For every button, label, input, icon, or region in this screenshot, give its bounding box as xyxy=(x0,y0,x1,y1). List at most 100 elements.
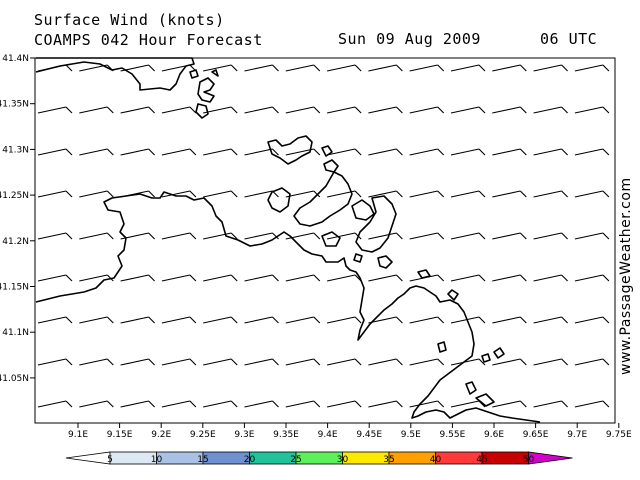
model-forecast-label: COAMPS 042 Hour Forecast xyxy=(34,31,263,49)
wind-barb xyxy=(120,190,155,198)
wind-barb xyxy=(37,274,73,282)
wind-barb xyxy=(409,148,445,156)
wind-barb xyxy=(533,400,568,408)
wind-barb xyxy=(326,316,362,324)
wind-barb xyxy=(409,106,445,114)
wind-barb xyxy=(203,64,238,72)
wind-barb xyxy=(409,316,445,324)
wind-barb xyxy=(285,64,321,72)
wind-barb xyxy=(37,190,73,198)
wind-barbs xyxy=(37,64,610,408)
coastline xyxy=(35,57,541,423)
wind-barb xyxy=(203,106,238,114)
lat-tick-label: 41.15N xyxy=(0,283,29,293)
wind-barb xyxy=(450,274,486,282)
scale-label: 35 xyxy=(383,455,394,465)
wind-barb xyxy=(285,106,321,114)
wind-barb xyxy=(244,358,279,366)
wind-barb xyxy=(409,190,445,198)
scale-swatch xyxy=(435,451,483,465)
wind-barb xyxy=(533,148,568,156)
wind-barb xyxy=(533,64,568,72)
wind-barb xyxy=(574,358,610,366)
wind-barb xyxy=(203,358,238,366)
lon-tick-label: 9.75E xyxy=(606,430,632,440)
wind-barb xyxy=(79,148,114,156)
lat-tick-label: 41.1N xyxy=(2,328,29,338)
wind-barb xyxy=(244,190,279,198)
wind-barb xyxy=(574,316,610,324)
wind-barb xyxy=(326,274,362,282)
scale-max-arrow xyxy=(528,451,573,465)
wind-barb xyxy=(285,358,321,366)
wind-barb xyxy=(120,400,155,408)
longitude-axis: 9.1E 9.15E 9.2E 9.25E 9.3E 9.35E 9.4E 9.45E 9.5E… xyxy=(68,423,632,440)
wind-barb xyxy=(574,274,610,282)
wind-barb xyxy=(79,106,114,114)
wind-barb xyxy=(533,358,568,366)
wind-barb xyxy=(492,106,527,114)
scale-label: 25 xyxy=(290,455,301,465)
lat-tick-label: 41.25N xyxy=(0,191,29,201)
wind-barb xyxy=(37,106,73,114)
wind-barb xyxy=(244,106,279,114)
wind-barb xyxy=(326,148,362,156)
scale-label: 15 xyxy=(197,455,208,465)
scale-label: 5 xyxy=(107,455,113,465)
wind-barb xyxy=(368,358,403,366)
wind-barb xyxy=(492,358,527,366)
wind-barb xyxy=(450,316,486,324)
wind-barb xyxy=(450,190,486,198)
wind-barb xyxy=(533,274,568,282)
wind-barb xyxy=(368,400,403,408)
wind-barb xyxy=(450,64,486,72)
wind-barb xyxy=(161,64,197,72)
wind-barb xyxy=(450,358,486,366)
lon-tick-label: 9.7E xyxy=(567,430,587,440)
scale-label: 30 xyxy=(337,455,349,465)
wind-barb xyxy=(574,64,610,72)
wind-barb xyxy=(450,148,486,156)
lon-tick-label: 9.2E xyxy=(151,430,171,440)
scale-label: 50 xyxy=(523,455,535,465)
wind-barb xyxy=(79,190,114,198)
wind-barb xyxy=(161,400,197,408)
wind-barb xyxy=(79,400,114,408)
wind-barb xyxy=(326,106,362,114)
wind-barb xyxy=(161,232,197,240)
wind-barb xyxy=(120,358,155,366)
lon-tick-label: 9.25E xyxy=(190,430,216,440)
lon-tick-label: 9.4E xyxy=(318,430,338,440)
scale-swatch xyxy=(481,451,529,465)
wind-barb xyxy=(244,400,279,408)
wind-barb xyxy=(368,64,403,72)
scale-swatch xyxy=(249,451,297,465)
wind-barb xyxy=(203,232,238,240)
wind-barb xyxy=(574,106,610,114)
wind-barb xyxy=(120,232,155,240)
lon-tick-label: 9.55E xyxy=(440,430,466,440)
wind-barb xyxy=(79,358,114,366)
latitude-axis: 41.4N 41.35N 41.3N 41.25N 41.2N 41.15N 41.1N 41… xyxy=(0,54,35,384)
wind-barb xyxy=(285,148,321,156)
wind-barb xyxy=(409,358,445,366)
lon-tick-label: 9.35E xyxy=(273,430,299,440)
wind-barb xyxy=(285,232,321,240)
wind-barb xyxy=(161,274,197,282)
wind-barb xyxy=(37,358,73,366)
wind-barb xyxy=(203,190,238,198)
wind-barb xyxy=(368,190,403,198)
wind-barb xyxy=(161,106,197,114)
lat-tick-label: 41.35N xyxy=(0,100,29,110)
wind-barb xyxy=(533,190,568,198)
wind-barb xyxy=(161,358,197,366)
wind-barb xyxy=(161,148,197,156)
wind-barb xyxy=(120,148,155,156)
wind-barb xyxy=(574,148,610,156)
lat-tick-label: 41.05N xyxy=(0,374,29,384)
wind-barb xyxy=(368,232,403,240)
wind-barb xyxy=(450,400,486,408)
scale-label: 20 xyxy=(244,455,256,465)
wind-barb xyxy=(120,64,155,72)
wind-barb xyxy=(244,148,279,156)
